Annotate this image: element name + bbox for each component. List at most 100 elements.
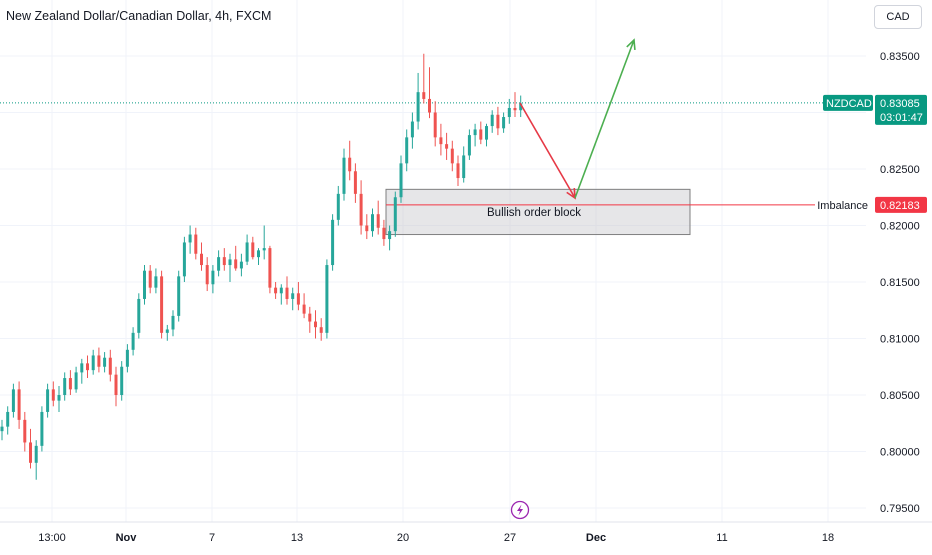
symbol-label: NZDCAD [826, 98, 872, 110]
candle-body [40, 411, 44, 446]
candle-body [456, 163, 460, 179]
candle-body [274, 287, 278, 294]
y-tick-label: 0.79500 [880, 503, 920, 515]
candle-body [17, 389, 21, 420]
candle-body [445, 144, 449, 149]
candle-body [519, 103, 523, 111]
bearish-arrow[interactable] [519, 102, 576, 199]
candle-body [359, 193, 363, 226]
candle-body [74, 372, 78, 390]
x-tick-label: Dec [586, 532, 606, 544]
candle-body [103, 357, 107, 367]
candle-body [114, 374, 118, 395]
candle-body [467, 135, 471, 156]
candle-body [46, 389, 50, 412]
forecast-arrows[interactable] [519, 38, 636, 200]
bullish-arrow-head [626, 38, 636, 51]
candle-body [222, 257, 226, 266]
candle-body [131, 332, 135, 350]
candle-body [416, 92, 420, 122]
candle-body [382, 227, 386, 240]
bullish-order-block[interactable]: Bullish order block [385, 188, 691, 236]
candle-body [365, 225, 369, 232]
candle-body [23, 419, 27, 443]
candle-body [34, 445, 38, 463]
candle-body [502, 117, 506, 129]
currency-button[interactable]: CAD [874, 5, 922, 29]
price-badges: Imbalance 0.82183 NZDCAD 0.83085 03:01:4… [817, 94, 927, 213]
candle-body [108, 357, 112, 375]
candle-body [473, 129, 477, 136]
candle-body [63, 378, 67, 395]
candle-body [188, 234, 192, 243]
candle-body [154, 276, 158, 288]
candle-body [97, 355, 101, 367]
symbol-badge [823, 94, 873, 111]
candle-body [11, 389, 15, 412]
x-tick-label: 13 [291, 532, 303, 544]
candle-body [239, 261, 243, 269]
candle-body [137, 298, 141, 333]
candle-body [120, 366, 124, 395]
candle-body [399, 163, 403, 198]
x-tick-label: 13:00 [38, 532, 66, 544]
bullish-arrow[interactable] [574, 39, 635, 199]
candle-body [143, 270, 146, 299]
candle-body [433, 112, 437, 138]
candle-body [490, 114, 494, 127]
candle-body [29, 442, 32, 463]
candle-body [68, 378, 72, 390]
candle-body [405, 137, 409, 164]
candle-body [251, 242, 255, 258]
x-tick-label: 7 [209, 532, 215, 544]
last-price-value: 0.83085 [880, 98, 920, 110]
candle-body [319, 327, 323, 333]
candle-body [336, 193, 340, 220]
candle-body [513, 107, 517, 111]
candle-body [268, 248, 272, 288]
candle-body [422, 92, 426, 99]
candle-body [439, 137, 443, 145]
imbalance-price-badge [875, 196, 927, 213]
candle-body [57, 395, 61, 401]
candle-body [314, 321, 317, 328]
candle-body [376, 214, 380, 228]
candle-body [479, 129, 483, 140]
lightning-bolt-glyph [517, 504, 523, 516]
candle-body [450, 148, 454, 164]
y-tick-label: 0.81500 [880, 277, 920, 289]
candle-body [165, 329, 169, 333]
candle-body [353, 171, 357, 194]
grid [0, 0, 866, 522]
y-tick-label: 0.83500 [880, 51, 920, 63]
candle-body [257, 250, 260, 258]
candle-body [245, 242, 249, 262]
x-tick-label: 11 [716, 532, 727, 544]
x-tick-label: Nov [116, 532, 138, 544]
events[interactable] [510, 500, 530, 520]
candle-body [211, 270, 215, 285]
candle-body [234, 259, 238, 269]
candle-body [485, 126, 488, 140]
candle-body [148, 270, 152, 288]
order-block-rect[interactable] [385, 188, 691, 236]
last-price-badge [875, 94, 927, 125]
candle-body [393, 197, 397, 232]
candle-body [507, 107, 511, 118]
candle-body [177, 276, 181, 316]
candle-body [205, 265, 209, 285]
candle-body [262, 248, 266, 251]
x-tick-label: 18 [822, 532, 834, 544]
candle-body [0, 426, 4, 432]
candle-body [291, 293, 295, 299]
candle-body [285, 287, 289, 299]
candle-body [496, 114, 500, 129]
candle-body [160, 276, 164, 333]
candle-body [171, 315, 175, 330]
candle-body [217, 257, 221, 271]
candle-body [410, 121, 414, 138]
candle-body [86, 363, 89, 371]
order-block-label: Bullish order block [487, 207, 581, 219]
